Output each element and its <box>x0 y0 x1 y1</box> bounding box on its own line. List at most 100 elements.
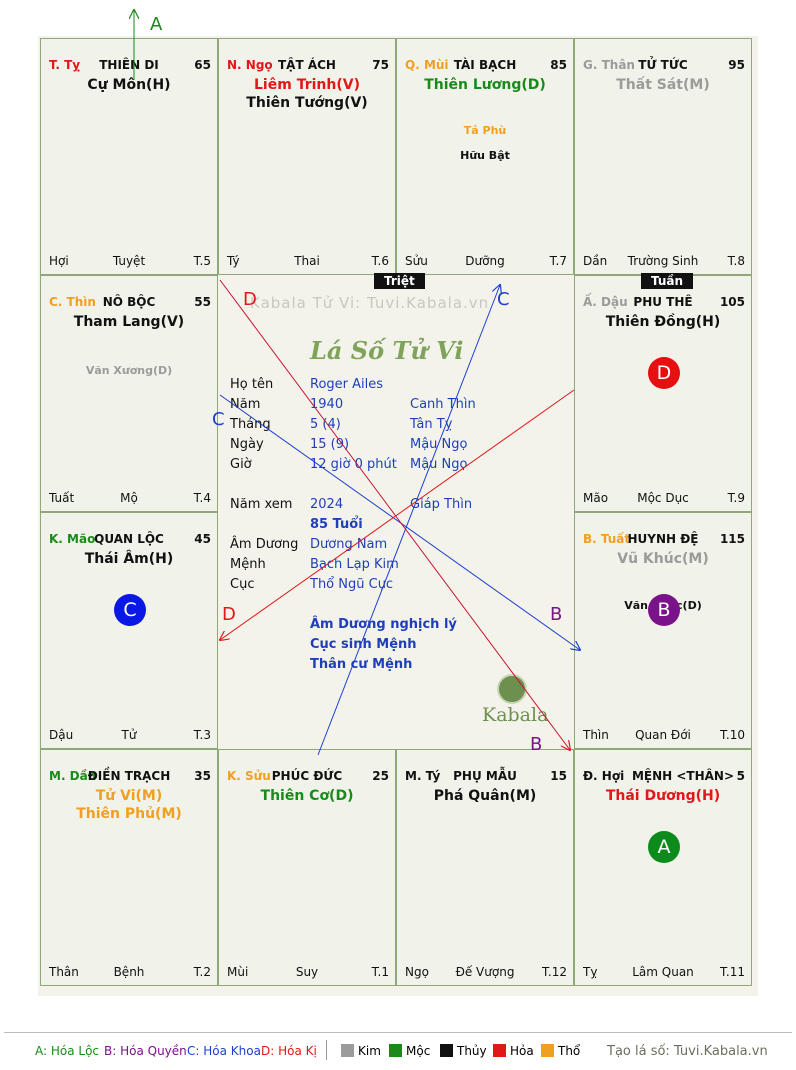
value-nam: 1940 <box>310 397 344 412</box>
legend-hoa-loc: A: Hóa Lộc <box>35 1044 100 1058</box>
logo-text: Kabala <box>482 704 549 726</box>
palace-house: TÀI BẠCH <box>453 58 517 72</box>
palace-bottom-code: T.1 <box>371 965 389 979</box>
palace-bottom-code: T.7 <box>549 254 567 268</box>
label-ho-ten: Họ tên <box>230 377 274 392</box>
palace-tyy: M. Tý PHỤ MẪU 15 Phá Quân(M) Ngọ Đế Vượng T.12 <box>396 749 574 986</box>
palace-number: 5 <box>736 769 745 783</box>
palace-house: TẬT ÁCH <box>278 58 336 72</box>
palace-number: 45 <box>194 532 211 546</box>
minor-star: Văn Xương(D) <box>85 364 173 377</box>
tag-tuan: Tuần <box>641 273 694 289</box>
palace-number: 25 <box>372 769 389 783</box>
palace-house: PHU THÊ <box>633 295 693 309</box>
value-nam-xem-can-chi: Giáp Thìn <box>410 497 473 512</box>
legend-credit: Tạo lá số: Tuvi.Kabala.vn <box>607 1044 768 1059</box>
arrow-c1 <box>317 285 500 756</box>
palace-number: 115 <box>719 532 745 546</box>
palace-number: 55 <box>194 295 211 309</box>
palace-bottom-code: T.8 <box>727 254 745 268</box>
value-ho-ten: Roger Ailes <box>310 377 384 392</box>
main-star: Liêm Trinh(V) <box>254 77 360 93</box>
palace-bottom-code: T.9 <box>727 491 745 505</box>
palace-bottom-stage: Quan Đới <box>635 728 691 742</box>
label-thang: Tháng <box>230 417 271 432</box>
palace-branch: K. Mão <box>49 532 96 546</box>
palace-bottom-code: T.10 <box>720 728 745 742</box>
palace-house: HUYNH ĐỆ <box>627 532 699 546</box>
arrow-label-c2: C <box>212 409 225 430</box>
palace-bottom-left: Tý <box>227 254 240 268</box>
value-tuoi: 85 Tuổi <box>310 517 363 532</box>
palace-bottom-code: T.5 <box>193 254 211 268</box>
palace-dau: Ấ. Dậu PHU THÊ 105 Thiên Đồng(H) Mão Mộc Dục T… <box>574 275 752 512</box>
palace-mao: K. Mão QUAN LỘC 45 Thái Âm(H) Dậu Tử T.3 C <box>40 512 218 749</box>
palace-bottom-stage: Trường Sinh <box>627 254 699 268</box>
note-than-cu-menh: Thân cư Mệnh <box>310 657 413 672</box>
palace-bottom-stage: Đế Vượng <box>455 965 515 979</box>
hoa-badge-a: A <box>648 831 680 863</box>
palace-thin: C. Thìn NÔ BỘC 55 Tham Lang(V) Văn Xương(D) T… <box>40 275 218 512</box>
main-star: Tử Vi(M) <box>95 788 163 804</box>
minor-star: Hữu Bật <box>460 149 510 162</box>
palace-bottom-left: Tuất <box>49 491 75 505</box>
main-star: Cự Môn(H) <box>87 77 171 93</box>
palace-bottom-left: Hợi <box>49 254 69 268</box>
label-ngay: Ngày <box>230 437 264 452</box>
palace-bottom-left: Mùi <box>227 965 249 979</box>
palace-number: 15 <box>550 769 567 783</box>
palace-branch: G. Thân <box>583 58 635 72</box>
palace-number: 35 <box>194 769 211 783</box>
tree-icon <box>497 674 527 704</box>
palace-bottom-left: Mão <box>583 491 609 505</box>
palace-house: ĐIỀN TRẠCH <box>87 769 171 783</box>
kabala-logo: Kabala <box>482 674 549 726</box>
palace-bottom-stage: Tuyệt <box>112 254 146 268</box>
palace-branch: Ấ. Dậu <box>583 295 628 309</box>
palace-house: THIÊN DI <box>99 58 159 72</box>
palace-bottom-stage: Mộ <box>120 491 138 505</box>
value-gio: 12 giờ 0 phút <box>310 457 397 472</box>
palace-bottom-stage: Lâm Quan <box>632 965 694 979</box>
arrow-label-a: A <box>150 14 163 35</box>
palace-branch: C. Thìn <box>49 295 96 309</box>
palace-than: G. Thân TỬ TỨC 95 Thất Sát(M) Dần Trường Sinh… <box>574 38 752 275</box>
palace-house: TỬ TỨC <box>638 58 688 72</box>
main-star: Thiên Lương(D) <box>424 77 546 93</box>
legend-hoa-quyen: B: Hóa Quyền <box>104 1044 187 1058</box>
palace-house: MỆNH <THÂN> <box>631 769 735 783</box>
palace-bottom-stage: Dưỡng <box>465 254 505 268</box>
arrow-label-c1: C <box>497 289 510 310</box>
palace-bottom-stage: Thai <box>294 254 320 268</box>
tuvi-chart: T. Tỵ THIÊN DI 65 Cự Môn(H) Hợi Tuyệt T.5 N. Ng… <box>38 36 758 996</box>
value-nam-can-chi: Canh Thìn <box>410 397 476 412</box>
legend-moc: Mộc <box>389 1044 430 1058</box>
main-star: Tham Lang(V) <box>73 314 185 330</box>
watermark: Kabala Tử Vi: Tuvi.Kabala.vn <box>250 294 490 312</box>
palace-ty: T. Tỵ THIÊN DI 65 Cự Môn(H) Hợi Tuyệt T.5 <box>40 38 218 275</box>
label-am-duong: Âm Dương <box>230 537 299 552</box>
palace-house: QUAN LỘC <box>94 532 164 546</box>
palace-branch: Đ. Hợi <box>583 769 625 783</box>
arrow-b2 <box>220 389 575 640</box>
palace-bottom-stage: Tử <box>121 728 137 742</box>
palace-bottom-left: Thìn <box>583 728 609 742</box>
minor-star: Tả Phù <box>463 124 507 137</box>
palace-branch: N. Ngọ <box>227 58 273 72</box>
legend-divider <box>4 1032 792 1033</box>
tag-triet: Triệt <box>374 273 425 289</box>
palace-dan: M. Dần ĐIỀN TRẠCH 35 Tử Vi(M) Thiên Phủ(M) Th… <box>40 749 218 986</box>
main-star: Thất Sát(M) <box>616 77 710 93</box>
palace-number: 105 <box>719 295 745 309</box>
hoa-badge-c: C <box>114 594 146 626</box>
legend-separator <box>326 1040 327 1060</box>
legend-thuy: Thủy <box>440 1044 487 1058</box>
palace-branch: T. Tỵ <box>49 58 81 72</box>
arrow-label-b2: B <box>530 734 542 755</box>
palace-branch: M. Tý <box>405 769 441 783</box>
label-nam-xem: Năm xem <box>230 497 293 512</box>
palace-bottom-code: T.11 <box>720 965 745 979</box>
palace-number: 75 <box>372 58 389 72</box>
